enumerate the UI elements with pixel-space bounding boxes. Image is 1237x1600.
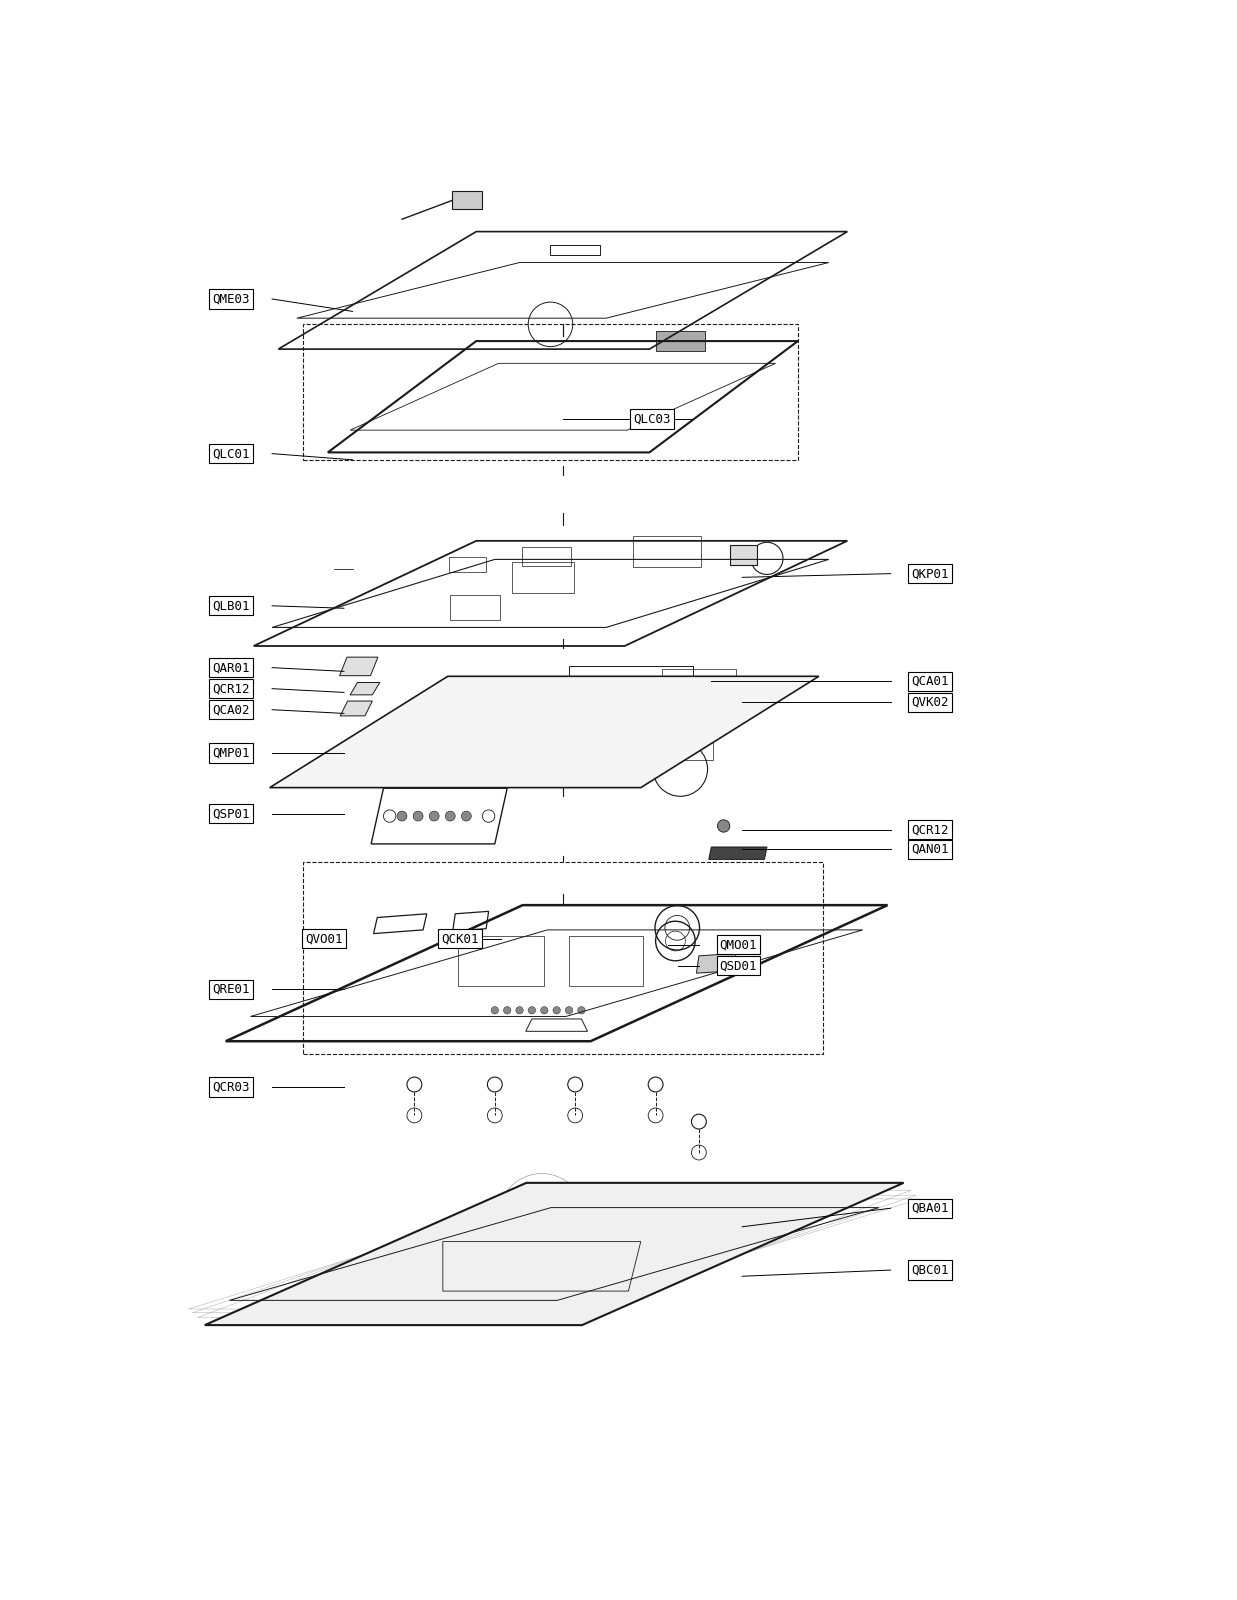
Bar [569,667,693,678]
Bar [663,733,713,760]
Bar [656,331,705,350]
Bar [550,245,600,254]
Bar [458,936,544,986]
Circle shape [413,811,423,821]
Text: QVK02: QVK02 [912,696,949,709]
Bar [449,557,486,571]
Bar [452,190,482,210]
Polygon shape [709,846,767,859]
Text: QBC01: QBC01 [912,1264,949,1277]
Bar [432,747,469,770]
Bar [618,688,717,701]
Text: QAR01: QAR01 [213,661,250,674]
Text: QCK01: QCK01 [442,933,479,946]
Circle shape [397,811,407,821]
Text: QCR12: QCR12 [213,682,250,694]
Text: QME03: QME03 [213,293,250,306]
Polygon shape [350,683,380,694]
Bar [662,669,736,704]
Circle shape [553,1006,560,1014]
Circle shape [491,1006,499,1014]
Polygon shape [204,1182,903,1325]
Text: QLB01: QLB01 [213,600,250,613]
Bar [303,862,823,1053]
Circle shape [565,1006,573,1014]
Text: QCA01: QCA01 [912,675,949,688]
Text: QMO01: QMO01 [720,938,757,952]
Text: QLC03: QLC03 [633,413,670,426]
Circle shape [429,811,439,821]
Text: QCR12: QCR12 [912,822,949,837]
Text: QKP01: QKP01 [912,566,949,581]
Circle shape [541,1006,548,1014]
Text: QRE01: QRE01 [213,982,250,995]
Text: QMP01: QMP01 [213,747,250,760]
Bar [633,536,701,566]
Polygon shape [270,677,819,787]
Circle shape [503,1006,511,1014]
Text: QCA02: QCA02 [213,702,250,717]
Bar [522,547,571,565]
Bar [450,595,500,619]
Bar [569,936,643,986]
Bar [512,563,574,594]
Circle shape [578,1006,585,1014]
Circle shape [528,1006,536,1014]
Text: QAN01: QAN01 [912,843,949,856]
Bar [542,677,579,694]
Text: QSP01: QSP01 [213,806,250,821]
Polygon shape [340,701,372,715]
Polygon shape [696,954,736,973]
Text: QSD01: QSD01 [720,960,757,973]
Text: QLC01: QLC01 [213,446,250,461]
Bar [303,323,798,459]
Text: QBA01: QBA01 [912,1202,949,1214]
Bar [479,685,528,707]
Bar [730,546,757,565]
Bar [506,730,549,754]
Polygon shape [339,658,379,675]
Circle shape [717,819,730,832]
Circle shape [516,1006,523,1014]
Text: QVO01: QVO01 [306,933,343,946]
Circle shape [445,811,455,821]
Circle shape [461,811,471,821]
Text: QCR03: QCR03 [213,1080,250,1093]
Bar [602,701,664,731]
